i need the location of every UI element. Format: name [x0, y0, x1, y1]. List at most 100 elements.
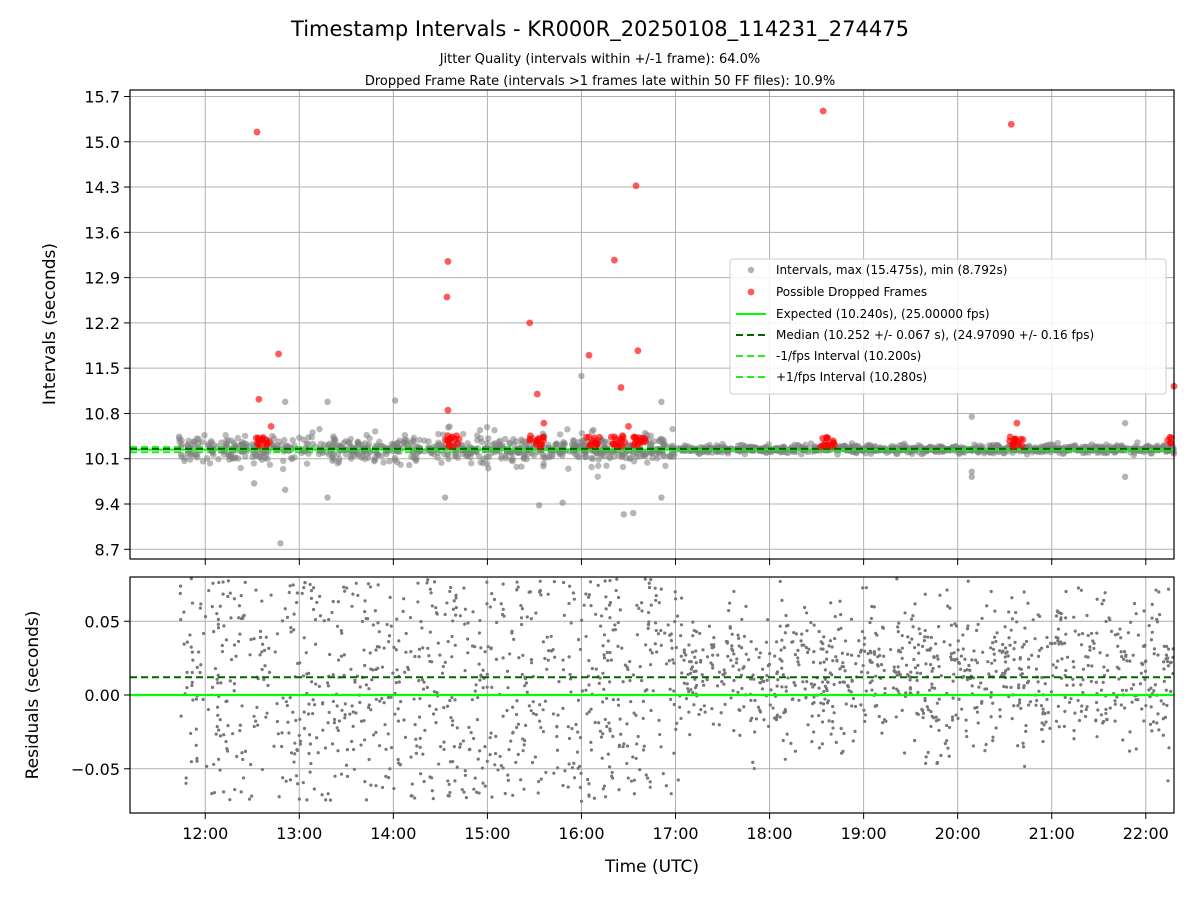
- residual-point: [691, 634, 695, 638]
- residual-point: [237, 604, 242, 608]
- residual-point: [654, 594, 658, 598]
- residual-point: [800, 632, 804, 636]
- residual-point: [248, 653, 252, 657]
- residual-point: [252, 714, 256, 718]
- residual-point: [1073, 711, 1077, 715]
- residual-point: [212, 790, 217, 795]
- residual-point: [734, 661, 739, 665]
- residual-point: [1065, 655, 1070, 659]
- residual-point: [985, 604, 989, 608]
- residual-point: [320, 793, 324, 797]
- interval-point: [371, 428, 379, 435]
- residual-point: [904, 691, 908, 695]
- residual-point: [298, 742, 302, 746]
- residual-point: [195, 759, 199, 763]
- residual-point: [600, 756, 604, 760]
- residual-point: [1150, 630, 1154, 634]
- residual-point: [789, 741, 793, 745]
- residual-point: [913, 645, 917, 650]
- interval-point: [658, 398, 665, 406]
- residual-point: [1044, 720, 1048, 724]
- residual-point: [993, 658, 997, 662]
- residual-point: [1165, 703, 1169, 707]
- residual-point: [1077, 718, 1082, 723]
- residual-point: [380, 665, 385, 669]
- interval-point: [477, 459, 484, 466]
- residual-point: [389, 624, 393, 628]
- residual-point: [1054, 665, 1058, 670]
- residual-point: [740, 686, 744, 691]
- interval-point: [401, 431, 409, 439]
- residual-point: [979, 701, 984, 705]
- residual-point: [729, 658, 733, 662]
- residual-point: [1157, 613, 1162, 617]
- residual-point: [929, 709, 933, 714]
- residual-point: [218, 604, 222, 608]
- residual-point: [765, 678, 769, 682]
- residual-point: [619, 732, 623, 736]
- residual-point: [863, 649, 867, 653]
- residual-point: [796, 656, 800, 660]
- residual-point: [421, 687, 426, 691]
- residual-point: [298, 717, 302, 721]
- interval-point: [445, 455, 452, 463]
- x-tick-label: 13:00: [276, 824, 322, 843]
- residual-point: [989, 646, 993, 650]
- interval-point: [342, 451, 350, 458]
- residual-point: [434, 721, 438, 725]
- residual-point: [899, 650, 903, 654]
- residual-point: [1162, 702, 1166, 706]
- residual-point: [711, 666, 715, 670]
- residual-point: [911, 625, 915, 629]
- residual-point: [949, 658, 954, 662]
- residual-point: [606, 658, 610, 663]
- residual-point: [402, 597, 406, 601]
- residual-point: [501, 582, 505, 586]
- residual-point: [902, 751, 907, 755]
- residual-point: [1022, 642, 1026, 647]
- residual-point: [859, 670, 864, 674]
- legend-entry-plus-fps: +1/fps Interval (10.280s): [776, 370, 927, 384]
- residual-point: [185, 670, 189, 674]
- residual-point: [599, 735, 604, 739]
- residual-point: [686, 687, 690, 691]
- residual-point: [1039, 704, 1044, 708]
- residual-point: [382, 701, 386, 705]
- residual-point: [891, 686, 896, 690]
- residual-point: [862, 708, 866, 712]
- residual-point: [995, 631, 999, 635]
- residual-point: [226, 724, 230, 728]
- interval-point: [232, 442, 239, 449]
- residual-point: [567, 601, 571, 606]
- residual-point: [682, 658, 686, 662]
- residual-point: [354, 711, 358, 715]
- residual-point: [1079, 683, 1083, 687]
- residual-point: [606, 639, 610, 643]
- residual-point: [215, 677, 219, 681]
- residual-point: [222, 790, 226, 794]
- residual-point: [986, 660, 990, 664]
- residual-point: [525, 615, 529, 619]
- interval-point: [763, 449, 770, 456]
- residual-point: [331, 599, 335, 604]
- residual-point: [751, 673, 755, 677]
- residual-point: [584, 634, 588, 639]
- residual-point: [834, 655, 838, 659]
- residual-point: [1128, 659, 1132, 663]
- interval-point: [559, 499, 566, 506]
- dropped-frame-point: [1167, 439, 1174, 447]
- residual-point: [1071, 677, 1075, 681]
- interval-point: [228, 437, 235, 444]
- residual-point: [670, 646, 674, 650]
- residual-point: [189, 731, 193, 736]
- residual-point: [195, 756, 199, 761]
- residual-point: [929, 635, 933, 640]
- residual-point: [829, 601, 833, 605]
- residual-point: [1010, 596, 1014, 600]
- residual-point: [328, 798, 333, 802]
- interval-point: [509, 458, 516, 465]
- residual-point: [897, 673, 901, 677]
- residual-point: [658, 732, 662, 737]
- interval-point: [518, 463, 525, 470]
- interval-point: [1118, 442, 1125, 449]
